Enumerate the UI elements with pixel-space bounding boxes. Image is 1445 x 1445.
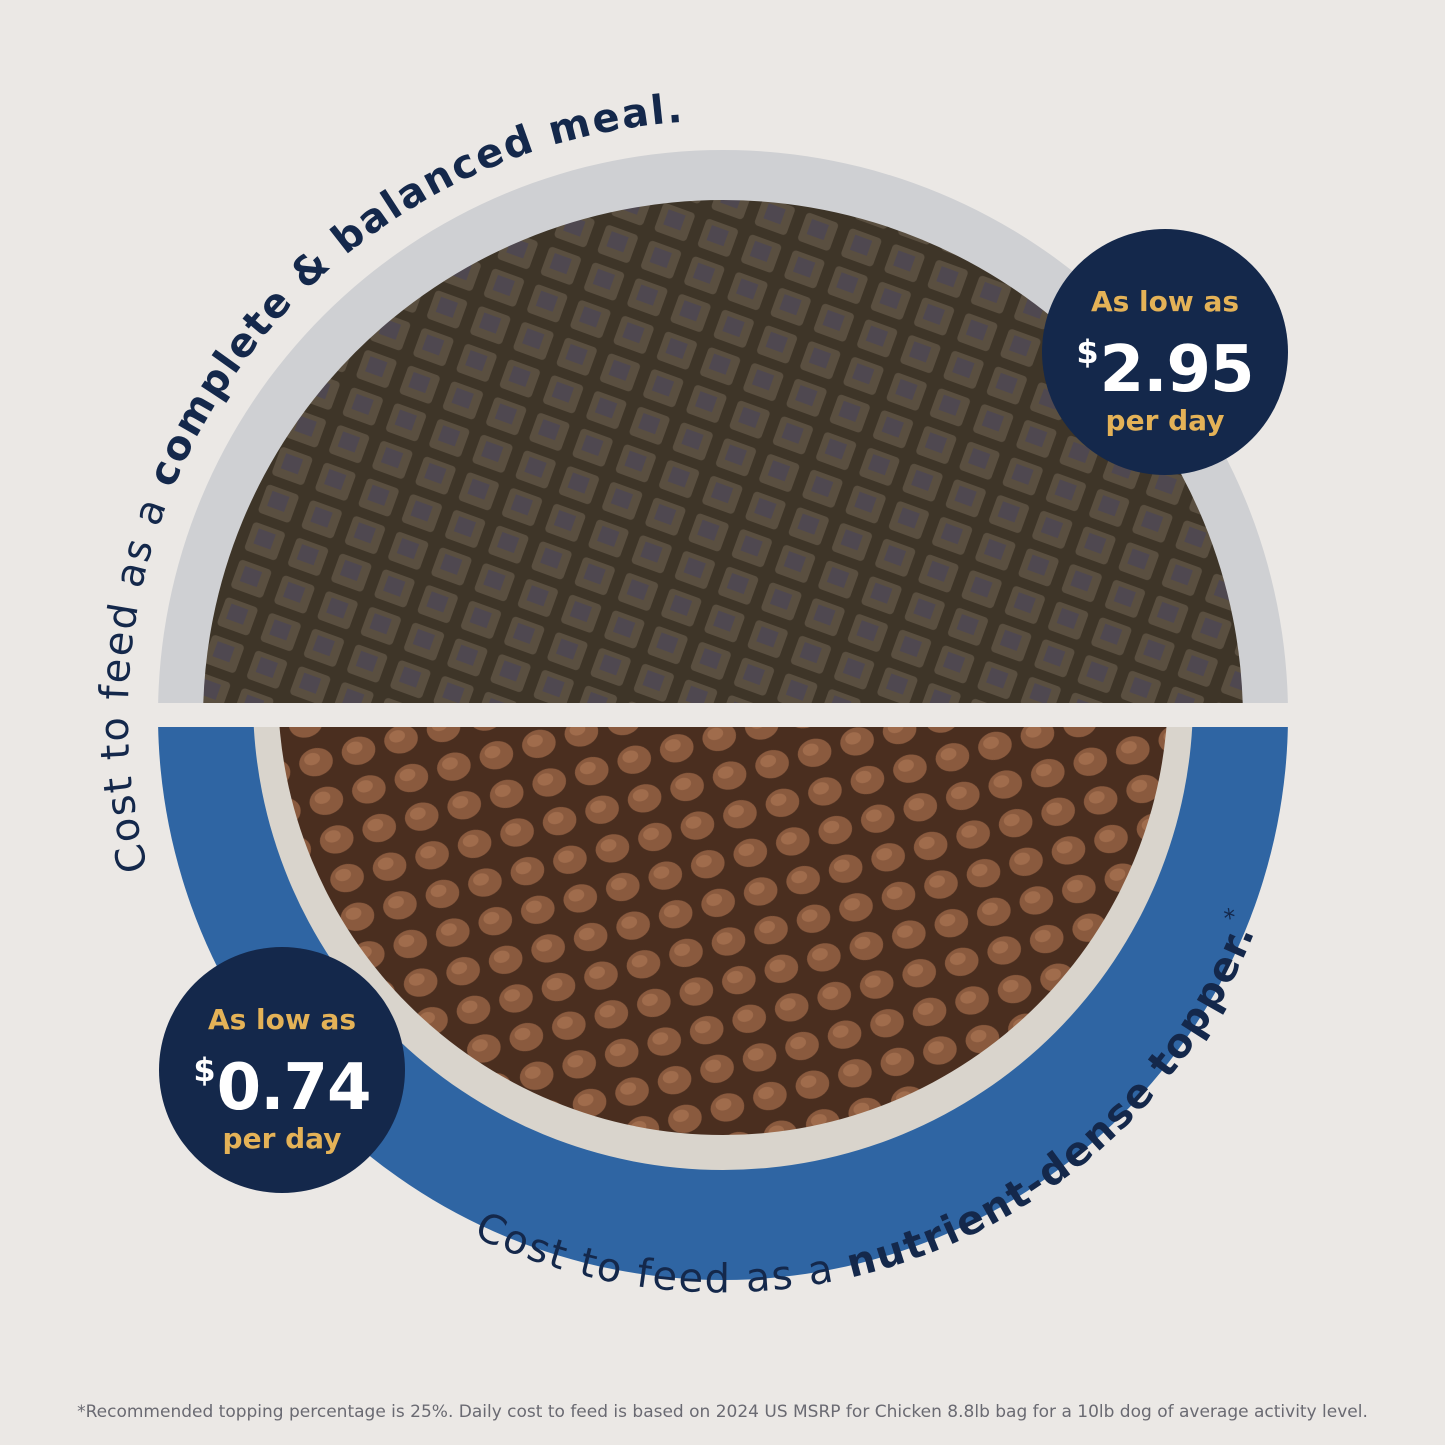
- footnote: *Recommended topping percentage is 25%. …: [77, 1402, 1368, 1422]
- bottom-bowl: [158, 727, 1288, 1280]
- meal-price-badge: As low as $2.95 per day: [1042, 229, 1288, 475]
- badge-unit: per day: [1105, 404, 1225, 437]
- badge-unit: per day: [222, 1122, 342, 1155]
- topper-price-badge: As low as $0.74 per day: [159, 947, 405, 1193]
- badge-label: As low as: [207, 1003, 357, 1036]
- top-bowl: [158, 150, 1288, 703]
- badge-price: $2.95: [1076, 333, 1254, 407]
- badge-label: As low as: [1090, 285, 1240, 318]
- badge-price: $0.74: [193, 1051, 371, 1125]
